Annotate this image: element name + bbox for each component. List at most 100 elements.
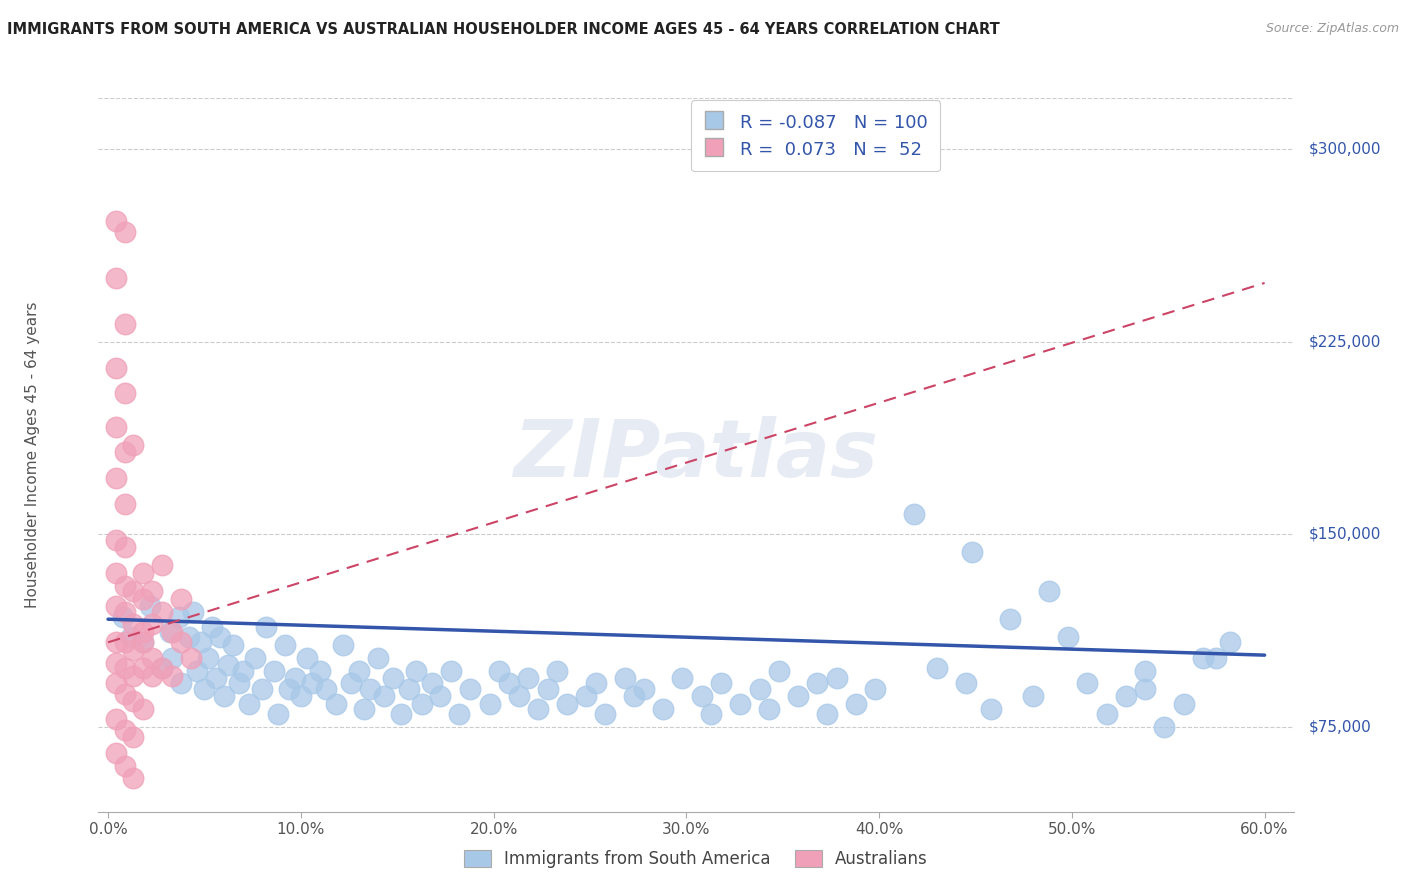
Point (332, 638, 354, 652)
Point (420, 676, 443, 690)
Point (488, 664, 510, 678)
Point (845, 697, 868, 711)
Point (232, 664, 254, 678)
Point (1133, 664, 1156, 678)
Point (104, 746, 127, 760)
Point (353, 702, 375, 716)
Point (132, 625, 155, 640)
Point (460, 681, 482, 696)
Point (447, 707, 470, 722)
Point (1022, 690, 1045, 704)
Point (104, 471, 127, 485)
Point (114, 541, 136, 555)
Point (104, 270, 127, 285)
Point (150, 558, 173, 573)
Point (1192, 650, 1215, 665)
Point (768, 664, 790, 678)
Text: ZIPatlas: ZIPatlas (513, 416, 879, 494)
Point (555, 697, 578, 711)
Point (122, 643, 145, 657)
Point (1038, 584, 1060, 599)
Point (758, 702, 780, 716)
Point (169, 609, 191, 624)
Point (197, 650, 219, 665)
Point (1173, 697, 1195, 711)
Point (278, 681, 301, 696)
Text: IMMIGRANTS FROM SOUTH AMERICA VS AUSTRALIAN HOUSEHOLDER INCOME AGES 45 - 64 YEAR: IMMIGRANTS FROM SOUTH AMERICA VS AUSTRAL… (7, 22, 1000, 37)
Point (1057, 630, 1080, 644)
Point (132, 635, 155, 649)
Point (546, 664, 568, 678)
Point (141, 668, 163, 682)
Point (104, 599, 127, 614)
Point (141, 650, 163, 665)
Point (398, 681, 420, 696)
Point (309, 664, 332, 678)
Point (139, 599, 162, 614)
Point (122, 617, 145, 632)
Point (925, 661, 948, 675)
Point (122, 694, 145, 708)
Point (517, 671, 540, 685)
Point (170, 635, 193, 649)
Point (160, 625, 183, 640)
Point (865, 681, 887, 696)
Point (429, 690, 451, 704)
Point (150, 661, 173, 675)
Point (120, 630, 142, 644)
Point (132, 591, 155, 606)
Point (367, 650, 389, 665)
Point (114, 635, 136, 649)
Point (104, 419, 127, 434)
Point (159, 625, 181, 640)
Point (114, 497, 136, 511)
Point (440, 664, 463, 678)
Point (141, 584, 163, 599)
Point (998, 612, 1021, 626)
Point (613, 671, 636, 685)
Point (815, 707, 838, 722)
Point (1076, 676, 1098, 690)
Point (595, 707, 617, 722)
Point (150, 605, 173, 619)
Point (181, 605, 204, 619)
Point (382, 671, 405, 685)
Point (1133, 681, 1156, 696)
Point (960, 545, 983, 559)
Point (263, 664, 285, 678)
Point (633, 681, 655, 696)
Point (478, 697, 501, 711)
Point (1115, 690, 1137, 704)
Point (150, 661, 173, 675)
Point (141, 617, 163, 632)
Point (114, 386, 136, 401)
Point (122, 668, 145, 682)
Point (340, 676, 363, 690)
Point (228, 676, 250, 690)
Point (243, 650, 266, 665)
Point (212, 690, 235, 704)
Point (104, 214, 127, 228)
Text: Source: ZipAtlas.com: Source: ZipAtlas.com (1265, 22, 1399, 36)
Point (104, 533, 127, 547)
Point (104, 360, 127, 375)
Point (295, 650, 318, 665)
Point (132, 661, 155, 675)
Point (825, 671, 848, 685)
Point (389, 707, 412, 722)
Legend: Immigrants from South America, Australians: Immigrants from South America, Australia… (457, 843, 935, 875)
Point (575, 690, 598, 704)
Point (201, 620, 224, 634)
Point (122, 437, 145, 451)
Point (104, 676, 127, 690)
Point (104, 566, 127, 580)
Point (710, 676, 733, 690)
Point (284, 671, 307, 685)
Text: $150,000: $150,000 (1309, 527, 1381, 542)
Point (160, 650, 183, 665)
Text: $75,000: $75,000 (1309, 720, 1372, 734)
Point (690, 690, 713, 704)
Point (193, 681, 215, 696)
Point (274, 638, 297, 652)
Point (508, 690, 530, 704)
